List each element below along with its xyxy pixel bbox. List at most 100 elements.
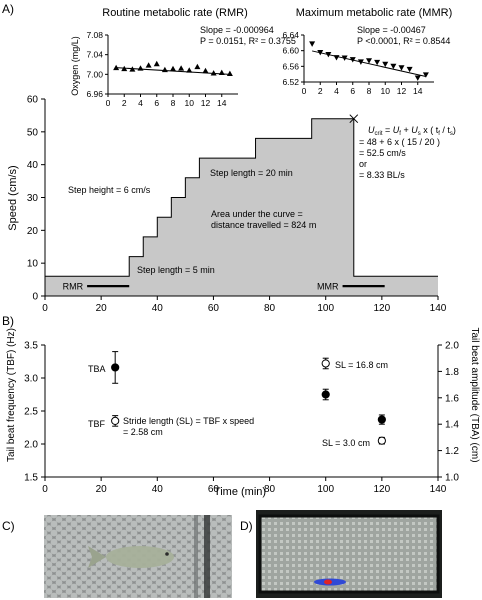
tbf-y-tick-label: 3.0 [24,374,38,385]
tba-y-tick-label: 1.0 [445,473,459,484]
mmr-data-point [414,75,421,81]
speed-y-tick-label: 30 [27,193,39,204]
panel-label-b: B) [2,314,14,328]
speed-y-tick-label: 40 [27,160,39,171]
mmr-y-tick-label: 6.52 [282,77,299,87]
ucrit-line-5: = 8.33 BL/s [359,170,405,180]
fish-shape [88,546,174,568]
speed-y-tick-label: 60 [27,95,39,106]
speed-y-axis-label: Speed (cm/s) [7,165,19,230]
speed-x-tick-label: 0 [42,303,48,314]
rmr-data-point [186,67,193,73]
speed-y-tick-label: 10 [27,259,39,270]
rmr-x-tick-label: 2 [122,98,127,108]
tail-x-tick-label: 60 [208,484,220,495]
tba-y-axis-label: Tail beat amplitude (TBA) (cm) [469,327,480,462]
ucrit-line-4: or [359,159,367,169]
rmr-data-point [121,65,128,72]
tbf-point-label: TBF [88,419,106,429]
tbf-y-tick-label: 2.5 [24,407,38,418]
rmr-data-point [137,65,144,71]
mmr-data-point [406,66,413,73]
rmr-x-tick-label: 10 [185,98,195,108]
rmr-data-point [145,62,152,68]
tail-x-tick-label: 80 [264,484,276,495]
phase-label-mmr: MMR [317,282,339,292]
mmr-x-tick-label: 2 [318,86,323,96]
rmr-data-point [202,67,209,74]
rmr-x-tick-label: 14 [217,98,227,108]
tbf-y-tick-label: 3.5 [24,341,38,352]
tail-x-tick-label: 0 [42,484,48,495]
mmr-data-point [398,65,405,71]
mmr-data-point [325,51,332,58]
step-length-5-text: Step length = 5 min [137,265,215,275]
rmr-y-tick-label: 7.00 [86,69,103,79]
tail-beat-chart: Time (min) Tail beat frequency (TBF) (Hz… [6,327,480,498]
rmr-title: Routine metabolic rate (RMR) [102,7,248,19]
rmr-data-point [170,65,176,72]
rmr-data-point [226,70,233,77]
mmr-slope-text: Slope = -0.00467 [357,25,426,35]
tbf-data-point [377,436,386,445]
rmr-y-tick-label: 6.96 [86,89,103,99]
phase-label-rmr: RMR [63,282,84,292]
mmr-data-point [317,50,324,56]
rmr-x-tick-label: 4 [138,98,143,108]
rmr-data-point [218,69,225,76]
mmr-chart: Maximum metabolic rate (MMR) Slope = -0.… [282,7,452,96]
tbf-y-axis-label: Tail beat frequency (TBF) (Hz) [6,328,17,462]
mmr-x-tick-label: 14 [413,86,423,96]
rmr-data-point [210,70,217,76]
mmr-x-tick-label: 6 [350,86,355,96]
mmr-y-tick-label: 6.64 [282,30,299,40]
mmr-data-point [390,63,397,70]
mmr-trend-line [312,50,426,78]
speed-y-tick-label: 20 [27,226,39,237]
mmr-title: Maximum metabolic rate (MMR) [296,7,452,19]
rmr-y-tick-label: 7.04 [86,50,103,60]
rmr-data-point [113,64,120,71]
speed-y-tick-label: 50 [27,127,39,138]
mmr-data-point [357,59,364,65]
step-height-text: Step height = 6 cm/s [68,185,151,195]
step-length-20-text: Step length = 20 min [210,168,293,178]
tail-x-tick-label: 100 [317,484,334,495]
mmr-data-point [422,72,429,78]
sl-16-text: SL = 16.8 cm [335,360,388,370]
mmr-x-tick-label: 4 [334,86,339,96]
tba-data-point [321,390,330,399]
tail-x-tick-label: 140 [430,484,447,495]
rmr-data-point [194,63,201,70]
mmr-x-tick-label: 0 [302,86,307,96]
mmr-data-point [333,55,340,61]
mmr-data-point [382,61,389,68]
mmr-y-tick-label: 6.60 [282,46,299,56]
mmr-data-point [366,58,372,64]
tba-point-label: TBA [88,364,106,374]
mmr-x-tick-label: 8 [367,86,372,96]
speed-y-tick-label: 0 [32,292,38,303]
tbf-data-point [321,359,330,368]
rmr-x-tick-label: 8 [171,98,176,108]
tba-y-tick-label: 1.8 [445,367,459,378]
mmr-y-tick-label: 6.56 [282,61,299,71]
rmr-chart: Routine metabolic rate (RMR) Slope = -0.… [70,7,296,108]
stride-text-1: Stride length (SL) = TBF x speed [123,416,254,426]
tba-y-tick-label: 1.6 [445,393,459,404]
photo-tracking [256,510,442,598]
speed-x-tick-label: 120 [374,303,391,314]
sl-3-text: SL = 3.0 cm [322,438,370,448]
ucrit-formula: Ucrit = Uf + Us x ( tf / ts) [368,125,456,137]
rmr-data-point [153,60,160,67]
mmr-p-text: P <0.0001, R² = 0.8544 [357,36,450,46]
photo-fish-tunnel [44,515,232,598]
stride-text-2: = 2.58 cm [123,427,163,437]
rmr-x-tick-label: 6 [154,98,159,108]
tba-y-tick-label: 2.0 [445,341,459,352]
rmr-data-point [161,66,168,73]
speed-x-tick-label: 140 [430,303,447,314]
rmr-x-tick-label: 12 [201,98,211,108]
speed-x-tick-label: 80 [264,303,276,314]
panel-label-c: C) [2,519,15,533]
